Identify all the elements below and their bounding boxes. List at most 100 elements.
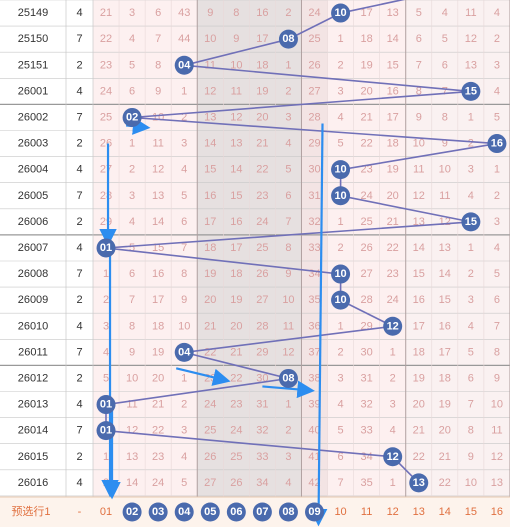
hit-ball-label: 16 [491,138,503,150]
miss-count: 1 [181,85,187,97]
miss-count: 22 [361,138,373,150]
miss-count: 13 [465,59,477,71]
selected-ball-label: 03 [152,506,164,518]
miss-count: 4 [338,399,344,411]
miss-count: 16 [256,7,268,19]
miss-count: 25 [361,216,373,228]
miss-count: 1 [285,59,291,71]
miss-count: 12 [282,346,294,358]
miss-count: 11 [152,138,163,150]
miss-count: 17 [204,216,216,228]
miss-count: 2 [338,59,344,71]
miss-count: 11 [283,320,294,332]
miss-count: 5 [181,477,187,489]
miss-count: 12 [230,111,242,123]
miss-count: 25 [256,242,268,254]
issue-number: 25149 [18,7,49,19]
miss-count: 18 [413,346,425,358]
sum-value: 2 [76,216,82,228]
miss-count: 7 [338,477,344,489]
miss-count: 13 [230,138,242,150]
hit-ball [331,290,351,310]
miss-count: 35 [361,477,373,489]
selected-ball [122,502,142,522]
miss-count: 1 [390,477,396,489]
miss-count: 10 [465,477,477,489]
miss-count: 27 [100,164,112,176]
miss-count: 24 [256,216,268,228]
miss-count: 30 [308,164,320,176]
miss-count: 5 [181,190,187,202]
miss-count: 7 [285,216,291,228]
miss-count: 22 [413,451,425,463]
miss-count: 42 [308,477,320,489]
miss-count: 9 [494,372,500,384]
selected-ball [174,502,194,522]
miss-count: 5 [442,33,448,45]
issue-number: 26004 [18,164,49,176]
miss-count: 27 [308,85,320,97]
miss-count: 31 [256,399,268,411]
miss-count: 35 [308,294,320,306]
miss-count: 8 [285,242,291,254]
hit-ball-label: 15 [465,216,477,228]
miss-count: 4 [103,346,109,358]
miss-count: 2 [103,477,109,489]
hit-ball [331,264,351,284]
miss-count: 25 [308,33,320,45]
miss-count: 32 [256,425,268,437]
hit-ball-label: 10 [334,7,346,19]
miss-count: 14 [387,33,399,45]
miss-count: 28 [256,320,268,332]
miss-count: 25 [230,451,242,463]
miss-count: 5 [468,346,474,358]
miss-count: 20 [413,399,425,411]
hit-ball-label: 12 [387,320,399,332]
hit-ball-label: 04 [178,346,191,358]
miss-count: 12 [491,451,503,463]
trend-line [340,0,406,14]
miss-count: 10 [282,294,294,306]
miss-count: 2 [285,425,291,437]
issue-number: 26006 [18,216,49,228]
miss-count: 12 [439,216,451,228]
miss-count: 10 [178,320,190,332]
issue-number: 26001 [18,85,49,97]
column-band [119,0,146,497]
miss-count: 29 [308,138,320,150]
miss-count: 8 [181,268,187,280]
column-band [249,0,276,497]
miss-count: 10 [491,399,503,411]
miss-count: 7 [129,294,135,306]
issue-number: 26009 [18,294,49,306]
miss-count: 18 [361,33,373,45]
hit-ball [174,55,194,75]
sum-value: 2 [76,372,82,384]
hit-ball [96,421,116,441]
miss-count: 20 [204,294,216,306]
miss-count: 10 [152,111,164,123]
hit-ball [331,160,351,180]
miss-count: 17 [361,7,373,19]
miss-count: 13 [439,242,451,254]
miss-count: 5 [494,111,500,123]
footer-number: 14 [439,506,451,518]
miss-count: 4 [285,138,291,150]
miss-count: 2 [468,138,474,150]
miss-count: 11 [231,85,242,97]
miss-count: 6 [468,372,474,384]
sum-value: 4 [76,7,82,19]
hit-ball-label: 10 [334,268,346,280]
miss-count: 2 [390,372,396,384]
selected-ball-label: 02 [126,506,138,518]
miss-count: 32 [361,399,373,411]
selected-ball-label: 07 [256,506,268,518]
arrow-layer [99,117,328,527]
miss-count: 8 [129,320,135,332]
miss-count: 26 [256,268,268,280]
sum-value: 4 [76,399,82,411]
miss-count: 8 [416,85,422,97]
miss-count: 32 [308,216,320,228]
miss-count: 22 [387,242,399,254]
